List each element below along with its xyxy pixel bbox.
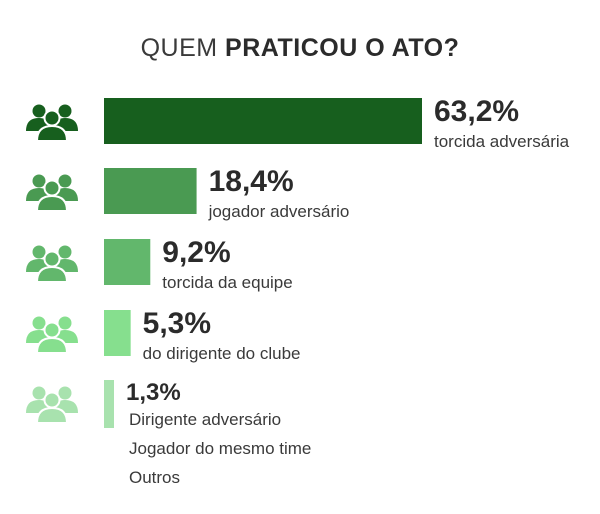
chart-title-light: QUEM xyxy=(140,34,218,62)
category-label: jogador adversário xyxy=(208,202,350,221)
value-label: 18,4% xyxy=(209,165,294,198)
people-group-icon xyxy=(26,104,78,142)
bar xyxy=(104,310,131,356)
value-label: 63,2% xyxy=(434,95,519,128)
category-label: Dirigente adversário xyxy=(129,410,281,429)
bar xyxy=(104,380,114,428)
bar xyxy=(104,239,151,285)
people-group-icon xyxy=(26,245,78,283)
bar xyxy=(104,98,422,144)
category-label: Jogador do mesmo time xyxy=(129,439,311,458)
category-label: Outros xyxy=(129,468,180,487)
value-label: 9,2% xyxy=(162,236,230,269)
bar xyxy=(104,168,197,214)
chart-title: QUEM PRATICOU O ATO? xyxy=(0,34,600,63)
people-group-icon xyxy=(26,174,78,212)
category-label: do dirigente do clube xyxy=(143,344,301,363)
people-group-icon xyxy=(26,316,78,354)
value-label: 1,3% xyxy=(126,379,181,406)
chart-title-bold: PRATICOU O ATO? xyxy=(225,34,460,62)
value-label: 5,3% xyxy=(143,307,211,340)
category-label: torcida adversária xyxy=(434,132,570,151)
people-group-icon xyxy=(26,386,78,424)
category-label: torcida da equipe xyxy=(162,273,292,292)
